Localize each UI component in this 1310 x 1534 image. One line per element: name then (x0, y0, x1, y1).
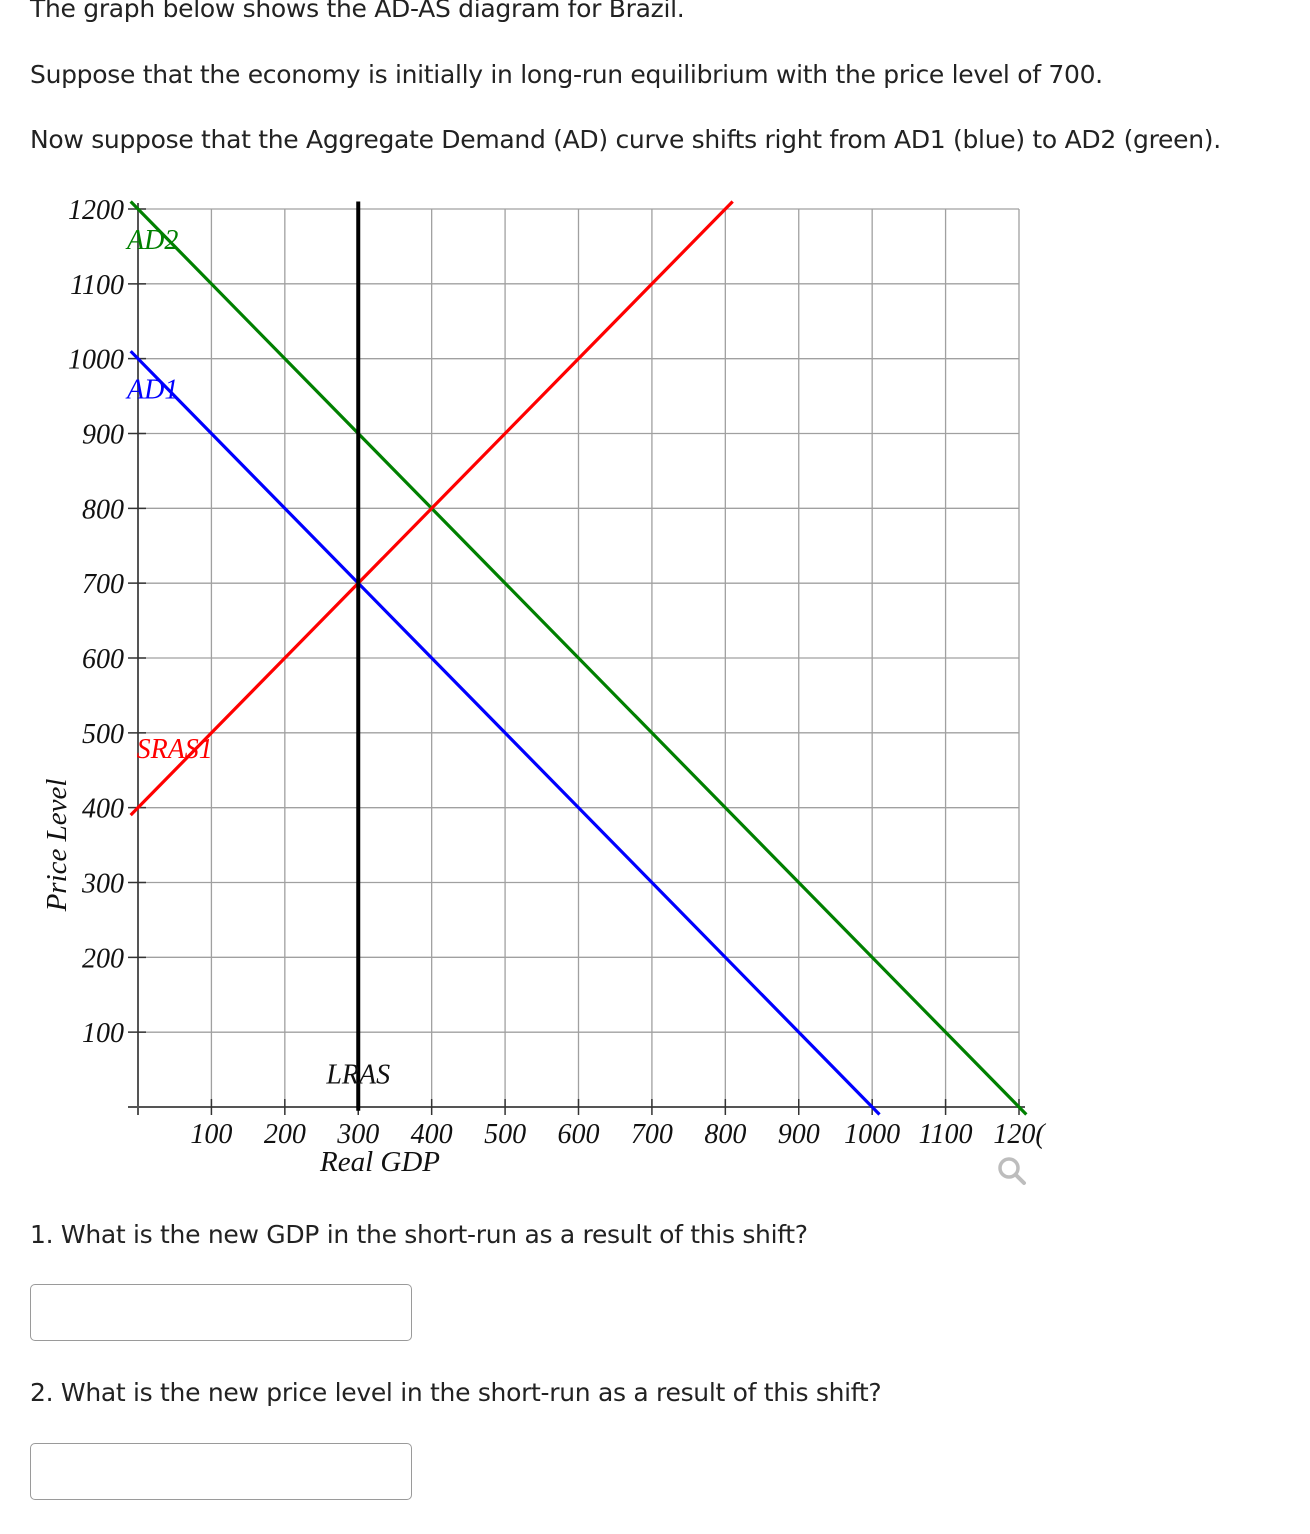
x-tick-label: 100 (190, 1119, 232, 1150)
chart-axes (128, 203, 1025, 1115)
y-tick-label: 300 (81, 869, 124, 900)
sras1-curve (129, 200, 734, 817)
sras1-label: SRAS1 (137, 734, 213, 765)
x-tick-label: 1100 (919, 1119, 973, 1150)
x-tick-label: 900 (778, 1119, 820, 1150)
question-2-answer-input[interactable] (30, 1443, 412, 1500)
y-tick-label: 800 (82, 494, 124, 525)
question-2-label: 2. What is the new price level in the sh… (30, 1378, 882, 1407)
magnifier-icon (998, 1157, 1026, 1185)
ad1-curve (129, 350, 881, 1116)
y-tick-label: 200 (82, 943, 124, 974)
x-tick-label: 120( (993, 1119, 1046, 1150)
ad-as-chart: 100 200 300 400 500 600 700 800 900 1000 1100 1200 1… (41, 195, 1046, 1178)
y-tick-label: 1100 (70, 270, 124, 301)
y-tick-label: 600 (82, 644, 124, 675)
y-tick-label: 500 (82, 719, 124, 750)
question-1-answer-input[interactable] (30, 1284, 412, 1341)
intro-line-1: The graph below shows the AD-AS diagram … (30, 0, 685, 23)
tick-labels: 100 200 300 400 500 600 700 800 900 1000 1100 1200 1… (68, 195, 1046, 1150)
x-tick-label: 700 (631, 1119, 673, 1150)
x-axis-label: Real GDP (319, 1146, 440, 1178)
lras-label: LRAS (325, 1059, 390, 1090)
y-tick-label: 700 (82, 569, 124, 600)
y-tick-label: 900 (82, 420, 124, 451)
chart-zoom-button[interactable] (994, 1153, 1030, 1189)
ad1-label: AD1 (125, 375, 178, 406)
x-tick-label: 1000 (844, 1119, 900, 1150)
x-tick-label: 300 (336, 1119, 379, 1150)
ad2-curve (129, 200, 1028, 1116)
ad2-label: AD2 (125, 225, 178, 256)
x-tick-label: 200 (264, 1119, 306, 1150)
intro-line-2: Suppose that the economy is initially in… (30, 60, 1103, 89)
y-tick-label: 400 (82, 794, 124, 825)
intro-line-3: Now suppose that the Aggregate Demand (A… (30, 125, 1221, 154)
y-axis-label: Price Level (41, 779, 73, 913)
curve-labels: AD2 AD1 SRAS1 LRAS (125, 225, 390, 1090)
chart-curves (129, 200, 1028, 1116)
y-tick-label: 1200 (68, 195, 124, 226)
y-tick-label: 100 (82, 1018, 124, 1049)
y-tick-label: 1000 (68, 345, 124, 376)
x-tick-label: 800 (704, 1119, 746, 1150)
x-tick-label: 600 (558, 1119, 600, 1150)
x-tick-label: 500 (484, 1119, 526, 1150)
question-1-label: 1. What is the new GDP in the short-run … (30, 1220, 808, 1249)
x-tick-label: 400 (411, 1119, 453, 1150)
